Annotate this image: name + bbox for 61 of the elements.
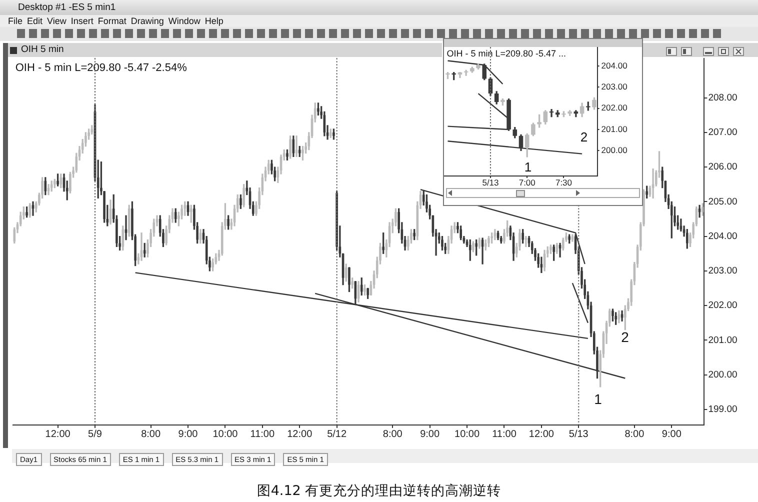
- x-tick-label: 5/12: [327, 428, 347, 440]
- x-tick-label: 12:00: [528, 428, 554, 440]
- candlestick: [612, 308, 614, 322]
- text: Desktop #1 -ES 5 min1: [18, 1, 116, 15]
- x-tick-label: 8:00: [382, 428, 403, 440]
- candlestick: [227, 215, 230, 230]
- annotation: 1: [524, 160, 532, 175]
- candlestick: [240, 194, 242, 209]
- candlestick: [348, 267, 350, 292]
- y-tick-label: 203.00: [601, 82, 628, 92]
- candlestick: [550, 244, 552, 254]
- y-tick-label: 203.00: [708, 266, 738, 277]
- x-tick-label: 7:00: [518, 177, 536, 188]
- x-tick-label: 5/9: [88, 428, 102, 440]
- x-tick-label: 7:30: [555, 177, 572, 188]
- candlestick: [488, 236, 490, 248]
- x-tick-label: 11:00: [492, 428, 517, 440]
- y-tick-label: 202.00: [601, 102, 628, 113]
- x-tick-label: 9:00: [662, 428, 682, 440]
- candlestick: [332, 128, 335, 140]
- text: File Edit View Insert Format Drawing Window Help: [8, 15, 224, 27]
- candlestick: [364, 284, 366, 296]
- y-tick-label: 204.00: [601, 60, 628, 70]
- candlestick: [302, 146, 304, 160]
- annotation: 2: [580, 130, 588, 145]
- candlestick: [472, 241, 474, 252]
- y-tick-label: 201.00: [708, 334, 738, 346]
- y-tick-label: 199.00: [708, 404, 738, 416]
- x-tick-label: 5/13: [568, 428, 589, 440]
- y-tick-label: 205.00: [708, 196, 738, 208]
- annotation: 1: [594, 390, 602, 407]
- x-tick-label: 5/13: [482, 177, 500, 188]
- x-tick-label: 10:00: [212, 428, 238, 440]
- annotation: 2: [621, 328, 630, 345]
- x-tick-label: 8:00: [141, 428, 161, 440]
- y-tick-label: 208.00: [708, 92, 738, 104]
- candlestick: [54, 178, 56, 188]
- x-tick-label: 9:00: [420, 428, 440, 440]
- candlestick: [441, 236, 444, 250]
- x-tick-label: 10:00: [454, 428, 480, 440]
- y-tick-label: 206.00: [708, 162, 738, 173]
- chart-title: OIH - 5 min L=209.80 -5.47 -2.54%: [15, 62, 188, 74]
- candlestick: [26, 206, 28, 218]
- x-tick-label: 8:00: [624, 428, 645, 440]
- y-tick-label: 207.00: [708, 127, 738, 138]
- candlestick: [524, 236, 528, 248]
- text: OIH 5 min: [21, 43, 64, 57]
- candlestick: [286, 149, 288, 160]
- y-tick-label: 200.00: [601, 144, 628, 155]
- y-tick-label: 201.00: [601, 124, 628, 134]
- y-tick-label: 200.00: [708, 369, 738, 380]
- x-tick-label: 12:00: [287, 428, 313, 440]
- x-tick-label: 12:00: [45, 428, 71, 440]
- candlestick: [317, 102, 320, 116]
- candlestick: [56, 174, 59, 186]
- chart-title: OIH - 5 min L=209.80 -5.47 ...: [446, 48, 566, 58]
- caption: 图4.12 有更充分的理由逆转的高潮逆转: [256, 482, 502, 501]
- y-tick-label: 202.00: [708, 300, 738, 312]
- x-tick-label: 9:00: [178, 428, 198, 440]
- y-tick-label: 204.00: [708, 230, 738, 242]
- x-tick-label: 11:00: [250, 428, 275, 440]
